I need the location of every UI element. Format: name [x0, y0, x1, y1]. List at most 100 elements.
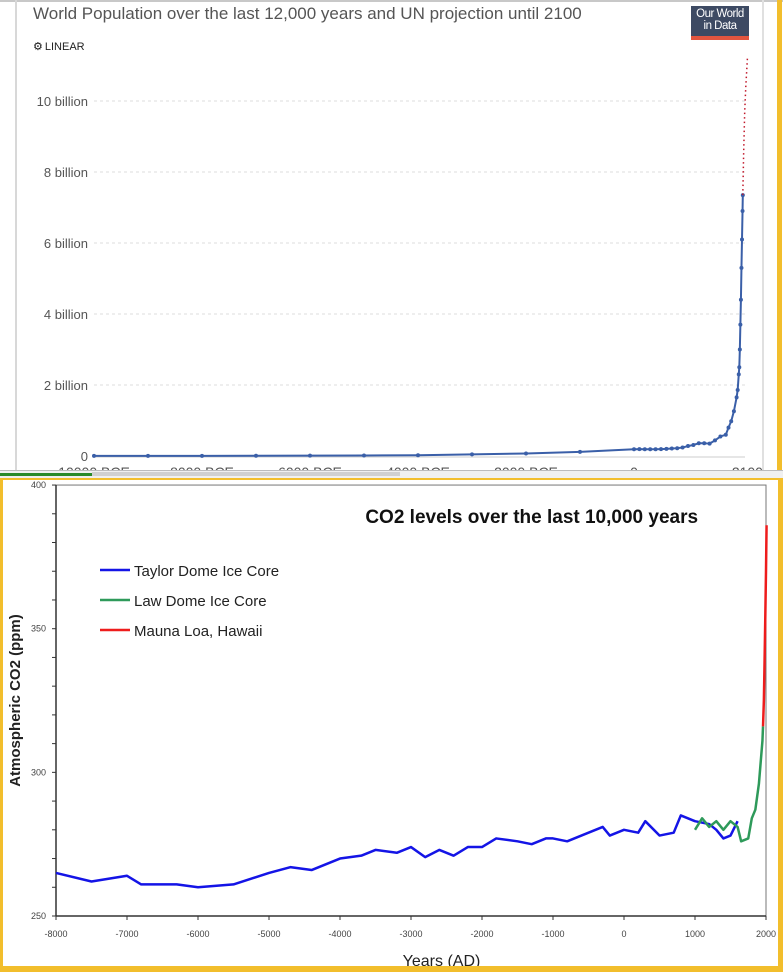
scroll-progress	[0, 473, 92, 476]
x-tick-label: -4000	[328, 929, 351, 939]
panel-left-border	[15, 0, 17, 470]
population-point	[736, 372, 741, 377]
population-point	[702, 441, 707, 446]
x-tick-label: -7000	[115, 929, 138, 939]
population-point	[737, 365, 742, 370]
scale-toggle[interactable]: ⚙ LINEAR	[33, 40, 85, 54]
y-tick-label: 400	[31, 480, 46, 490]
population-point	[738, 322, 743, 327]
population-point	[718, 434, 723, 439]
population-plot: 0 2 billion 4 billion 6 billion 8 billion 10 …	[37, 58, 763, 470]
population-point	[578, 449, 582, 454]
population-point	[680, 445, 685, 450]
x-tick-label: -2000	[470, 929, 493, 939]
our-world-in-data-logo[interactable]: Our World in Data	[691, 6, 749, 40]
population-point	[739, 265, 744, 270]
population-point	[632, 447, 636, 452]
legend-label: Taylor Dome Ice Core	[134, 563, 279, 580]
x-tick-label: -3000	[399, 929, 422, 939]
population-point	[675, 446, 680, 451]
x-tick-label: 2000	[756, 929, 776, 939]
plot-frame	[55, 484, 767, 917]
x-tick-label: 6000 BCE	[278, 464, 342, 470]
horizontal-scrollbar[interactable]	[0, 470, 783, 481]
logo-line-2: in Data	[703, 20, 737, 32]
population-point	[92, 453, 96, 458]
panel-top-border	[0, 0, 783, 2]
population-point	[734, 395, 739, 400]
yellow-frame	[777, 0, 782, 470]
x-tick-label: 4000 BCE	[386, 464, 450, 470]
x-tick-label: 2100	[732, 464, 763, 470]
population-point	[470, 452, 474, 457]
population-point	[707, 441, 712, 446]
y-tick-label: 300	[31, 767, 46, 777]
population-point	[524, 451, 528, 456]
population-point	[642, 447, 647, 452]
y-tick-label: 2 billion	[44, 378, 88, 393]
population-point	[731, 409, 736, 414]
x-tick-label: -6000	[186, 929, 209, 939]
population-point	[659, 447, 663, 452]
population-point	[691, 442, 696, 447]
x-axis-title: Years (AD)	[403, 953, 481, 966]
co2-chart-panel: 250 300 350 400 -8000 -7000 -6000 -5000 -4000 -30…	[0, 480, 783, 972]
population-point	[362, 453, 366, 458]
legend-label: Mauna Loa, Hawaii	[134, 623, 262, 640]
x-tick-label: 0	[621, 929, 626, 939]
population-point	[740, 209, 745, 214]
co2-plot: 250 300 350 400 -8000 -7000 -6000 -5000 -4000 -30…	[7, 480, 776, 966]
x-tick-label: 0	[630, 464, 638, 470]
population-point	[146, 453, 150, 458]
population-point	[254, 453, 258, 458]
y-tick-label: 8 billion	[44, 165, 88, 180]
y-axis-title: Atmospheric CO2 (ppm)	[7, 614, 24, 787]
co2-chart-title: CO2 levels over the last 10,000 years	[365, 507, 698, 528]
y-tick-label: 250	[31, 911, 46, 921]
population-point	[696, 441, 701, 446]
population-chart-title: World Population over the last 12,000 ye…	[33, 4, 582, 23]
y-tick-label: 6 billion	[44, 236, 88, 251]
logo-bar	[691, 36, 749, 40]
y-tick-label: 0	[81, 449, 88, 464]
scroll-thumb[interactable]	[92, 472, 400, 476]
series-line-law-dome-ice-core	[693, 726, 765, 843]
y-tick-label: 10 billion	[37, 94, 88, 109]
population-point	[723, 432, 728, 437]
population-point	[648, 447, 653, 452]
population-point	[738, 297, 743, 302]
series-line-taylor-dome-ice-core	[55, 814, 739, 889]
x-tick-label: -8000	[44, 929, 67, 939]
population-point	[653, 447, 658, 452]
panel-right-border	[762, 0, 764, 470]
population-point	[669, 446, 674, 451]
x-tick-label: -5000	[257, 929, 280, 939]
population-point	[200, 453, 204, 458]
population-point	[737, 347, 742, 352]
population-point	[416, 453, 420, 458]
yellow-frame	[0, 478, 783, 481]
scale-toggle-label: LINEAR	[44, 40, 85, 53]
projection-line	[742, 58, 749, 196]
x-tick-label: -1000	[541, 929, 564, 939]
series-line-mauna-loa-hawaii	[761, 525, 768, 727]
x-tick-label: 1000	[685, 929, 705, 939]
gear-icon: ⚙	[33, 41, 43, 53]
population-point	[713, 438, 717, 443]
population-point	[308, 453, 312, 458]
logo-line-1: Our World	[696, 8, 744, 20]
population-point	[664, 446, 669, 451]
legend-label: Law Dome Ice Core	[134, 593, 267, 610]
population-point	[686, 444, 690, 449]
population-point	[735, 387, 740, 392]
y-tick-label: 350	[31, 624, 46, 634]
population-point	[729, 419, 734, 424]
y-tick-label: 4 billion	[44, 307, 88, 322]
population-point	[740, 237, 744, 242]
historical-population-line	[93, 195, 744, 457]
population-point	[726, 425, 731, 430]
population-point	[637, 447, 642, 452]
x-tick-label: 2000 BCE	[494, 464, 558, 470]
x-tick-label: 8000 BCE	[170, 464, 234, 470]
